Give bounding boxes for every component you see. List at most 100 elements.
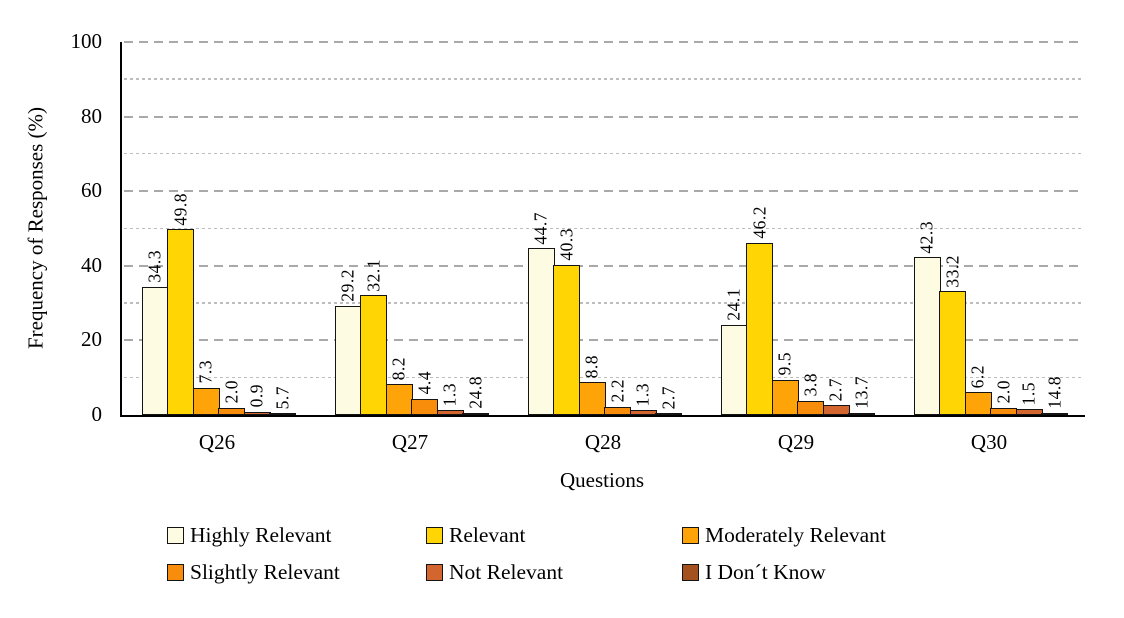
bar-value-label: 1.5: [1018, 382, 1039, 406]
legend-swatch: [682, 563, 699, 581]
bar-q27-series-5: [462, 413, 490, 415]
bar-q27-series-2: [385, 384, 413, 415]
bar-value-label: 8.2: [388, 357, 409, 381]
x-axis-title: Questions: [560, 468, 644, 492]
bar-value-label: 13.7: [851, 376, 871, 409]
bar-value-label: 44.7: [530, 211, 551, 245]
bar-value-label: 4.4: [414, 371, 434, 395]
y-axis-title: Frequency of Responses (%): [23, 106, 48, 350]
bar-q28-series-2: [578, 382, 606, 415]
bar-value-label: 24.8: [465, 376, 485, 409]
bar-value-label: 1.3: [632, 382, 653, 407]
bar-value-label: 9.5: [774, 352, 795, 376]
x-tick-label-q30: Q30: [970, 430, 1008, 454]
bar-q28-series-1: [553, 264, 581, 415]
bar-q26-series-4: [243, 411, 271, 415]
y-tick-label: 80: [81, 103, 102, 128]
bar-value-label: 49.8: [170, 192, 190, 226]
bar-q30-series-2: [964, 391, 992, 415]
legend-label: Not Relevant: [449, 559, 564, 584]
bar-q26-series-2: [192, 387, 220, 415]
y-tick-label: 60: [81, 178, 102, 203]
legend-label: Highly Relevant: [190, 522, 332, 547]
bar-value-label: 14.8: [1044, 376, 1064, 409]
bar-q27-series-3: [411, 398, 439, 415]
legend-swatch: [167, 526, 184, 544]
legend: Highly Relevant Relevant Moderately Releva…: [167, 522, 886, 584]
bar-value-label: 40.3: [556, 228, 576, 261]
y-tick-label: 100: [70, 29, 103, 53]
gridline-major: [124, 41, 1083, 43]
y-tick-label: 0: [91, 402, 103, 426]
bar-value-label: 33.2: [942, 254, 962, 288]
bar-q28-series-5: [655, 413, 683, 415]
bar-value-label: 2.7: [825, 377, 846, 401]
bar-q27-series-4: [436, 410, 464, 415]
gridline-minor: [124, 152, 1083, 155]
y-tick-label: 40: [81, 252, 102, 277]
bar-q26-series-5: [269, 413, 297, 415]
bar-value-label: 7.3: [195, 360, 216, 384]
bar-value-label: 2.0: [221, 380, 241, 404]
bar-q30-series-3: [990, 407, 1018, 415]
bar-q30-series-5: [1041, 413, 1069, 415]
bar-q30-series-4: [1015, 409, 1043, 415]
gridline-major: [124, 115, 1083, 118]
x-tick-label-q29: Q29: [777, 430, 815, 454]
bar-q28-series-4: [629, 410, 657, 415]
legend-item: I Don´t Know: [682, 559, 886, 584]
legend-swatch: [682, 526, 699, 544]
bar-q26-series-3: [218, 407, 246, 415]
bar-value-label: 2.0: [993, 380, 1013, 404]
gridline-minor: [124, 227, 1083, 230]
bar-value-label: 24.1: [723, 288, 744, 322]
x-tick-label-q28: Q28: [584, 430, 622, 454]
legend-item: Relevant: [426, 522, 682, 547]
plot-area: 34.3 49.8 7.3 2.0 0.9 5.7 29.2 32.1 8.2 4.4 1.3 24.…: [120, 41, 1085, 417]
gridline-minor: [124, 376, 1083, 379]
legend-label: I Don´t Know: [705, 559, 826, 584]
legend-item: Moderately Relevant: [682, 522, 886, 547]
bar-q29-series-1: [746, 242, 774, 415]
legend-swatch: [426, 526, 443, 544]
y-tick-label: 20: [81, 327, 102, 352]
legend-label: Relevant: [449, 522, 526, 547]
bar-q27-series-0: [334, 306, 362, 415]
legend-item: Slightly Relevant: [167, 559, 426, 584]
gridline-minor: [124, 302, 1083, 304]
bar-value-label: 0.9: [246, 384, 267, 408]
bar-q26-series-1: [167, 229, 195, 415]
bar-value-label: 1.3: [439, 382, 460, 407]
bar-value-label: 5.7: [272, 385, 292, 409]
legend-label: Slightly Relevant: [190, 559, 340, 584]
bar-q27-series-1: [360, 295, 388, 415]
gridline-major: [124, 190, 1083, 193]
bar-q29-series-4: [822, 404, 850, 415]
gridline-major: [124, 264, 1083, 267]
bar-value-label: 6.2: [967, 364, 988, 388]
bar-value-label: 34.3: [144, 250, 165, 284]
bar-q29-series-2: [771, 379, 799, 415]
bar-value-label: 2.2: [607, 379, 627, 403]
bar-q30-series-1: [939, 291, 967, 415]
bar-q28-series-0: [527, 248, 555, 415]
legend-label: Moderately Relevant: [705, 522, 886, 547]
bar-q29-series-3: [797, 400, 825, 415]
gridline-major: [124, 339, 1083, 342]
legend-swatch: [167, 563, 184, 581]
gridline-minor: [124, 78, 1083, 80]
bar-q28-series-3: [604, 406, 632, 415]
x-tick-label-q26: Q26: [198, 430, 236, 454]
bar-q30-series-0: [913, 257, 941, 415]
bar-value-label: 32.1: [363, 258, 383, 292]
bar-q26-series-0: [141, 287, 169, 415]
legend-item: Highly Relevant: [167, 522, 426, 547]
bar-value-label: 8.8: [581, 354, 602, 379]
bar-q29-series-0: [720, 325, 748, 415]
bar-value-label: 29.2: [337, 269, 358, 303]
bar-value-label: 42.3: [916, 220, 937, 254]
legend-item: Not Relevant: [426, 559, 682, 584]
bar-value-label: 3.8: [800, 373, 820, 397]
legend-swatch: [426, 563, 443, 581]
